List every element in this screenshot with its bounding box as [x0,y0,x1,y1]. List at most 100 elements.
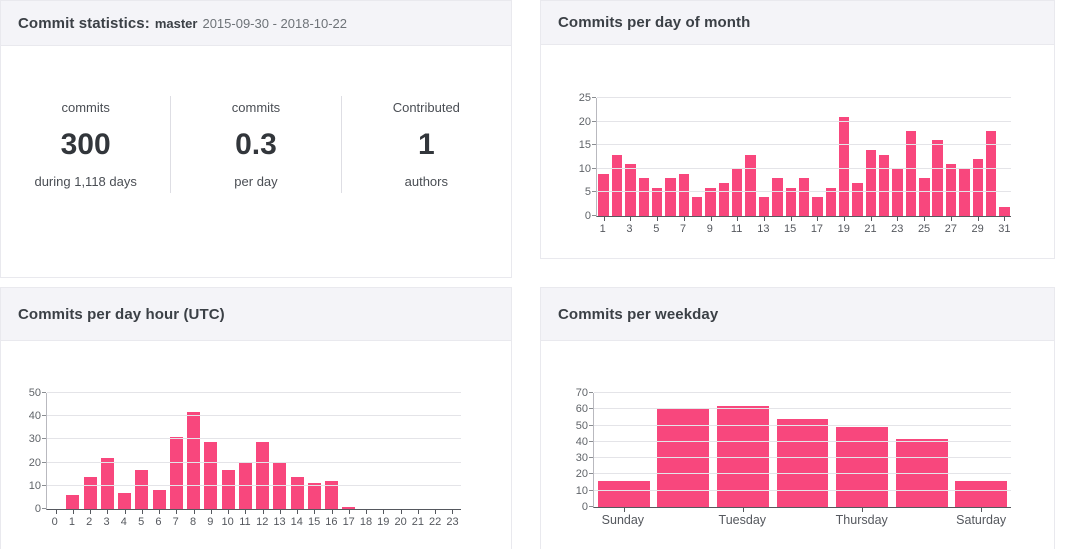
bar-slot [594,393,654,507]
bar-slot [64,393,81,509]
y-axis: 0 5 10 15 20 25 [551,92,591,222]
x-tick-mark [279,510,281,514]
y-axis: 0 10 20 30 40 50 [1,387,41,515]
x-axis-label: 10 [221,516,234,528]
chart-plot-area: 0 10 20 30 40 50 [29,387,461,515]
bar-17 [812,197,823,216]
x-axis-label: 4 [120,516,127,528]
bar-slot [731,98,744,216]
x-axis-label: 19 [837,223,850,235]
y-axis-label: 30 [28,433,41,446]
stat-label: commits [231,100,281,115]
stat-sublabel: authors [404,174,448,189]
x-tick-mark [228,510,230,514]
y-tick-mark [589,473,593,475]
x-tick-mark [72,510,74,514]
x-tick-mark [683,217,685,221]
gridline [597,167,1011,169]
bar-slot [427,393,444,509]
x-axis-label: 27 [944,223,957,235]
bar-5 [135,469,149,509]
panel-title-commit-statistics: Commit statistics: [18,14,150,32]
bar-1 [66,495,80,509]
bar-slot [47,393,64,509]
x-axis-label: 17 [810,223,824,235]
bar-slot [289,393,306,509]
bar-slot [971,98,984,216]
y-tick-mark [592,144,596,146]
x-axis-label: 13 [757,223,770,235]
x-tick-mark [1004,217,1006,221]
bar-chart-day-of-month: 0 5 10 15 20 25 1 3 5 7 9 11 13 15 17 19 21 23 25 27 29 31 [579,92,1011,235]
y-tick-mark [589,489,593,491]
bar-slot [597,98,610,216]
bar-3 [625,164,636,216]
bar-14 [290,476,304,509]
x-axis-label: Tuesday [718,513,767,527]
bar-slot [904,98,917,216]
y-axis: 0 10 20 30 40 50 60 70 [548,387,588,513]
y-axis-label: 0 [581,501,588,513]
bar-slot [891,98,904,216]
x-axis-label [877,223,890,235]
x-axis-label [609,223,622,235]
stat-value: 1 [417,128,435,161]
bar-5 [651,187,663,216]
x-axis-label: 19 [377,516,390,528]
bar-17 [342,506,356,509]
bar-10 [718,182,730,216]
gridline [47,484,461,486]
stats-row: commits 300 during 1,118 days commits 0.… [1,96,511,193]
y-axis-label: 60 [575,403,588,416]
bar-slot [254,393,271,509]
x-axis-label: 17 [342,516,355,528]
bar-slot [771,98,784,216]
bar-15 [785,187,796,216]
bar-6 [665,178,676,216]
bar-2 [611,154,623,216]
bar-slot [832,393,892,507]
y-tick-mark [42,438,46,440]
bar-26 [932,140,943,216]
x-axis: 1 3 5 7 9 11 13 15 17 19 21 23 25 27 29 31 [596,223,1011,235]
y-tick-mark [42,392,46,393]
stat-label: commits [61,100,110,115]
bar-25 [919,178,930,216]
bar-slot [864,98,877,216]
bar-slot [306,393,323,509]
bar-slot [220,393,237,509]
x-tick-mark [141,510,143,514]
bar-30 [985,131,997,216]
x-axis-label [663,223,676,235]
panel-title-day-hour: Commits per day hour (UTC) [18,305,225,323]
x-tick-mark [630,217,632,221]
bar-27 [945,164,957,216]
bar-slot [892,393,952,507]
x-axis-label: 1 [599,223,606,235]
bar-slot [151,393,168,509]
x-tick-mark [331,510,333,514]
x-axis-label [653,514,713,526]
bar-slot [837,98,850,216]
x-tick-mark [435,510,437,514]
bar-1 [598,173,609,216]
bar-slot [409,393,426,509]
bar-16 [325,481,339,509]
bar-slot [375,393,392,509]
y-axis-label: 70 [575,387,588,399]
bar-slot [958,98,971,216]
bar-20 [852,182,863,216]
x-axis-label [717,223,730,235]
x-axis-label: 21 [411,516,424,528]
y-tick-mark [589,506,593,507]
x-tick-mark [924,217,926,221]
bar-slot [797,98,810,216]
bar-slot [691,98,704,216]
y-axis-label: 50 [28,387,41,399]
x-axis-label: 25 [917,223,931,235]
x-axis-label: 3 [103,516,110,528]
y-axis-label: 5 [584,186,591,199]
bar-slot [323,393,340,509]
bar-slot [773,393,833,507]
